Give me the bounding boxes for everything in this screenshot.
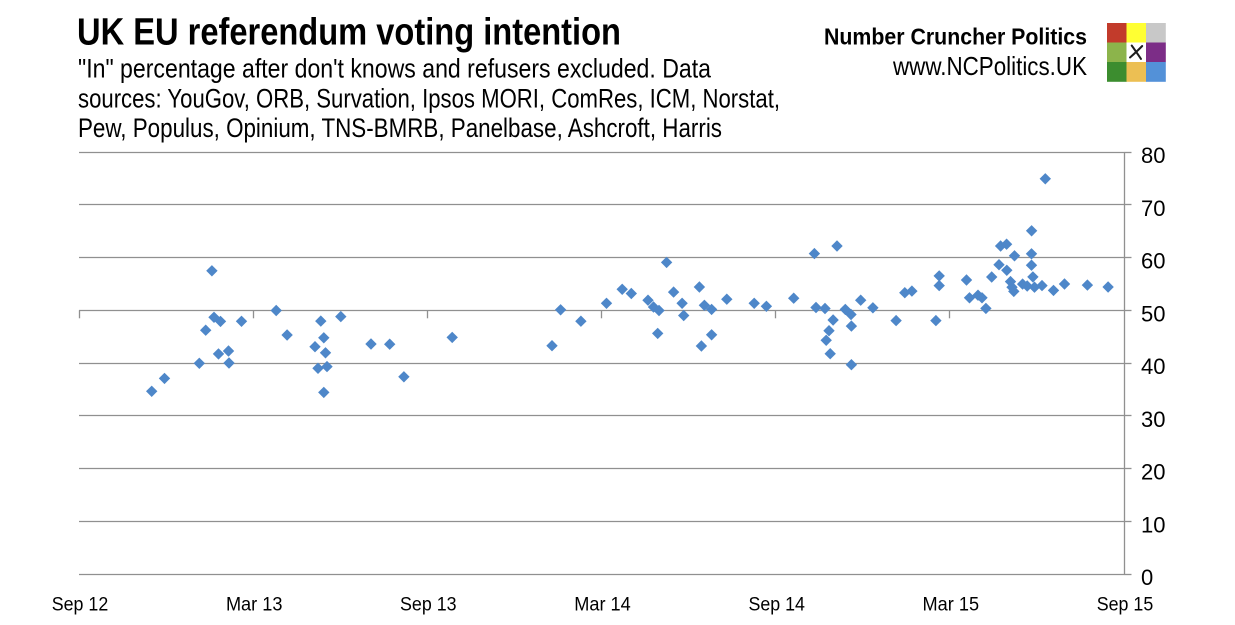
svg-text:Mar 13: Mar 13 (226, 595, 283, 616)
svg-text:sources: YouGov, ORB, Survatio: sources: YouGov, ORB, Survation, Ipsos M… (78, 83, 780, 113)
svg-text:Number Cruncher Politics: Number Cruncher Politics (824, 24, 1087, 50)
svg-text:60: 60 (1141, 249, 1165, 274)
svg-text:"In" percentage after don't kn: "In" percentage after don't knows and re… (78, 53, 712, 83)
svg-text:20: 20 (1141, 460, 1165, 485)
svg-text:Sep 12: Sep 12 (52, 595, 109, 616)
svg-text:40: 40 (1141, 354, 1165, 379)
svg-text:Sep 13: Sep 13 (400, 595, 457, 616)
svg-text:80: 80 (1141, 143, 1165, 168)
svg-text:10: 10 (1141, 512, 1165, 537)
svg-text:Mar 15: Mar 15 (923, 595, 980, 616)
svg-text:UK EU referendum voting intent: UK EU referendum voting intention (77, 12, 621, 54)
svg-text:Pew, Populus, Opinium, TNS-BMR: Pew, Populus, Opinium, TNS-BMRB, Panelba… (78, 113, 722, 143)
svg-text:Mar 14: Mar 14 (574, 595, 631, 616)
svg-text:50: 50 (1141, 301, 1165, 326)
svg-text:70: 70 (1141, 196, 1165, 221)
svg-text:0: 0 (1141, 565, 1153, 590)
svg-text:30: 30 (1141, 407, 1165, 432)
svg-text:Sep 14: Sep 14 (748, 595, 805, 616)
svg-text:Sep 15: Sep 15 (1097, 595, 1154, 616)
svg-text:www.NCPolitics.UK: www.NCPolitics.UK (892, 51, 1087, 81)
